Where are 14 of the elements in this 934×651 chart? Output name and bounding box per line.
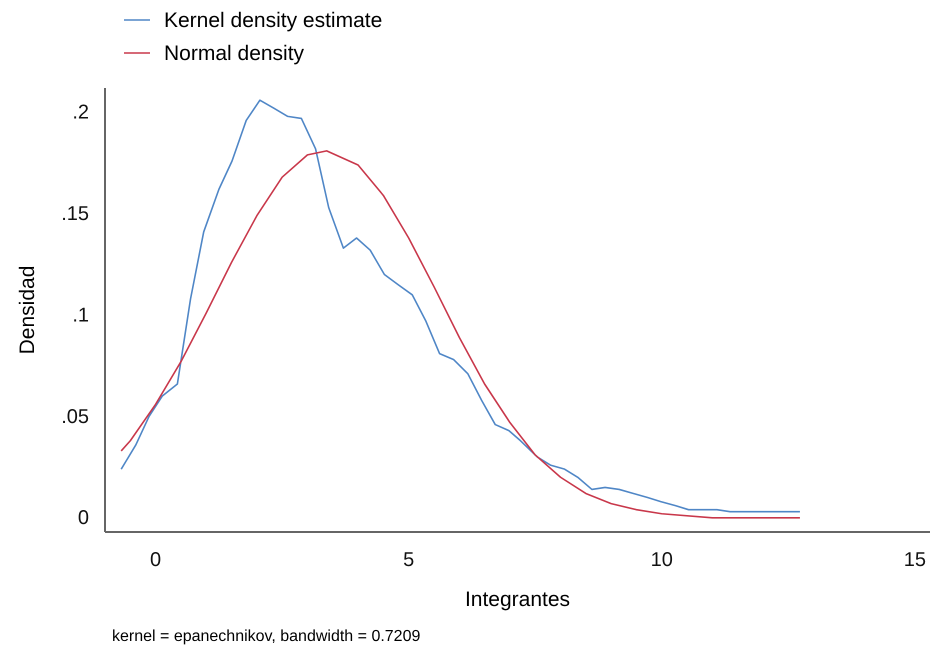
y-tick-label: .05 (61, 406, 89, 428)
y-axis-title: Densidad (16, 266, 39, 354)
legend-label: Kernel density estimate (164, 9, 382, 32)
y-tick-label: .2 (72, 102, 89, 124)
y-tick-label: .15 (61, 203, 89, 226)
x-tick-label: 15 (904, 549, 926, 572)
x-tick-label: 10 (650, 549, 673, 572)
y-tick-label: 0 (78, 507, 89, 530)
x-tick-label: 5 (403, 549, 414, 572)
y-tick-label: .1 (72, 304, 89, 326)
legend-label: Normal density (164, 42, 305, 65)
text: kernel = epanechnikov, bandwidth = 0.7209 (112, 628, 420, 645)
x-axis-title: Integrantes (464, 588, 570, 611)
x-tick-label: 0 (150, 549, 162, 572)
